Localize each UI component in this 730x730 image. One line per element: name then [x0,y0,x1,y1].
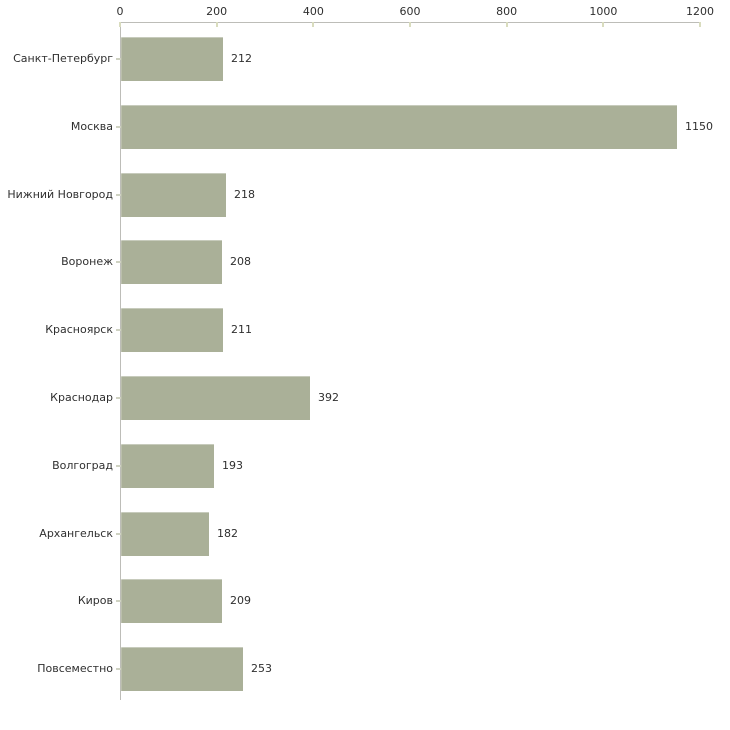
value-label: 193 [222,458,243,472]
y-tick-mark [116,397,121,399]
value-label: 211 [231,323,252,337]
category-label: Москва [70,119,113,133]
x-tick-mark [215,22,218,27]
x-tick-label: 800 [496,5,518,18]
x-tick-mark [699,22,701,27]
y-tick-mark [116,193,121,196]
bar [121,647,243,692]
bar [121,240,222,285]
value-label: 253 [251,662,272,676]
value-label: 212 [231,52,252,65]
value-label: 209 [230,594,251,608]
bar [121,511,209,556]
value-label: 182 [217,526,238,540]
y-tick-mark [116,532,121,535]
x-tick-mark [505,22,508,27]
category-label: Санкт-Петербург [13,52,113,65]
y-tick-mark [116,58,121,60]
x-tick-label: 200 [206,5,228,18]
category-label: Краснодар [50,391,113,404]
value-label: 208 [230,255,251,269]
x-tick-label: 1200 [686,5,714,18]
x-tick-label: 1000 [589,5,618,18]
bar [121,579,222,624]
y-axis-line [120,22,121,700]
bar [121,308,223,353]
bar [121,104,677,149]
bar [121,376,310,420]
bar [121,443,214,488]
category-label: Архангельск [39,526,113,540]
value-label: 1150 [685,119,713,133]
bar [121,172,226,217]
category-label: Нижний Новгород [7,187,113,201]
category-label: Красноярск [45,323,113,337]
value-label: 218 [234,187,255,201]
y-tick-mark [116,464,121,467]
category-label: Волгоград [52,458,113,472]
y-tick-mark [116,600,121,603]
value-label: 392 [318,391,339,404]
y-tick-mark [116,261,121,264]
x-tick-mark [602,22,605,27]
x-tick-mark [119,22,121,27]
y-tick-mark [116,329,121,332]
x-tick-label: 0 [116,5,124,18]
category-label: Киров [77,594,113,608]
y-tick-mark [116,668,121,671]
category-label: Повсеместно [37,662,113,676]
x-tick-mark [312,22,315,27]
x-tick-label: 400 [302,5,324,18]
category-label: Воронеж [61,255,113,269]
y-tick-mark [116,125,121,128]
x-tick-mark [409,22,411,27]
x-tick-label: 600 [399,5,421,18]
bar [121,37,223,81]
